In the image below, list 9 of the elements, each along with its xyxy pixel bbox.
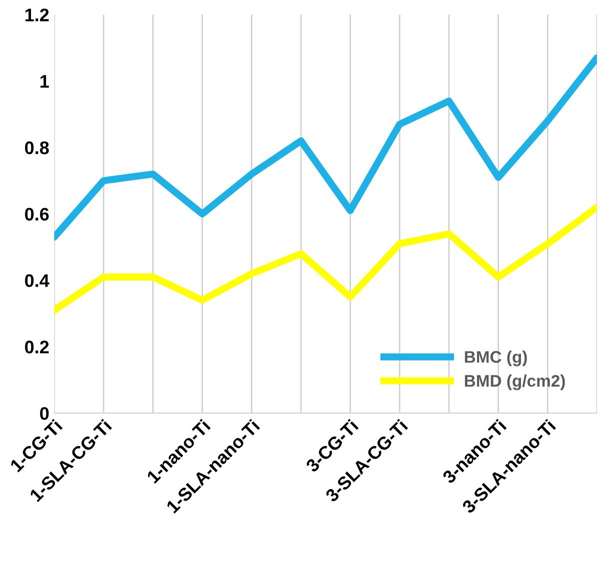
- y-tick-label: 0.2: [25, 340, 49, 354]
- y-tick-label: 1.2: [25, 8, 49, 22]
- y-tick-label: 0.6: [25, 208, 49, 221]
- legend-label: BMD (g/cm2): [464, 374, 565, 390]
- y-tick-label: 0.4: [25, 274, 50, 288]
- y-tick-label: 0.8: [25, 141, 49, 154]
- legend-label: BMC (g): [464, 350, 527, 366]
- y-tick-label: 1: [40, 75, 49, 88]
- y-tick-label: 0: [40, 407, 49, 420]
